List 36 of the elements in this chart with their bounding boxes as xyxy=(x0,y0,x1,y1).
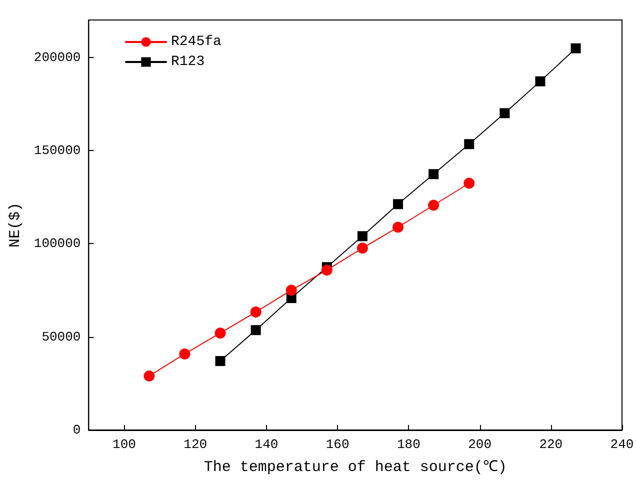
legend-label: R123 xyxy=(171,54,205,70)
point xyxy=(464,178,475,189)
y-tick-label: 200000 xyxy=(34,50,81,65)
point xyxy=(356,242,368,254)
point xyxy=(393,199,404,210)
x-tick-label: 120 xyxy=(184,437,208,452)
point xyxy=(500,108,510,118)
x-tick-label: 200 xyxy=(468,437,492,452)
y-tick-label: 100000 xyxy=(34,236,81,252)
x-tick-label: 140 xyxy=(254,437,278,452)
point xyxy=(215,356,226,366)
x-tick-label: 240 xyxy=(610,437,634,452)
y-tick-label: 0 xyxy=(72,422,81,438)
point xyxy=(428,200,440,211)
point xyxy=(321,264,332,276)
point xyxy=(214,328,226,339)
x-tick-label: 180 xyxy=(396,437,420,452)
point xyxy=(179,348,190,360)
point xyxy=(392,222,404,233)
point xyxy=(464,139,474,150)
y-tick-label: 50000 xyxy=(42,329,81,344)
point xyxy=(144,370,155,382)
point xyxy=(570,43,581,54)
legend-label: R245fa xyxy=(171,34,222,50)
x-tick-label: 160 xyxy=(326,437,350,452)
y-tick-label: 150000 xyxy=(34,142,81,158)
point xyxy=(357,231,368,242)
point xyxy=(535,76,546,86)
point xyxy=(428,169,439,180)
point xyxy=(250,306,262,318)
point xyxy=(286,284,297,296)
x-axis-title: The temperature of heat source(℃) xyxy=(204,459,507,476)
point xyxy=(250,325,261,336)
y-axis-title: NE($) xyxy=(7,202,24,248)
x-tick-label: 220 xyxy=(539,437,563,452)
x-tick-label: 100 xyxy=(112,437,136,452)
